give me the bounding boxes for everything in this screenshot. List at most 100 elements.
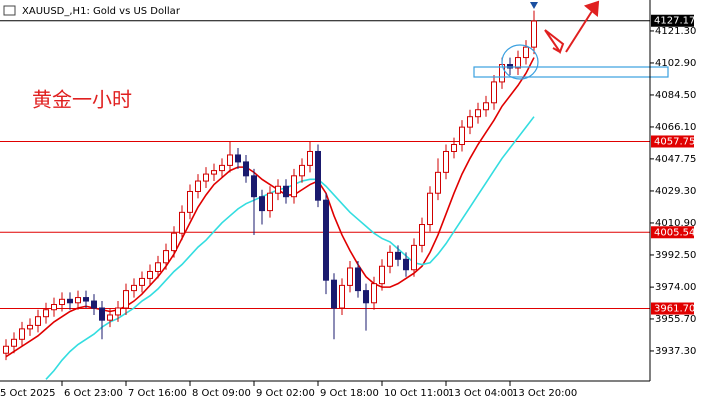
candle-body [427, 192, 433, 226]
candle-body [131, 284, 137, 292]
candle-body [331, 279, 337, 309]
candle-body [11, 338, 17, 347]
candle-body [59, 298, 65, 306]
arrow-up [565, 0, 600, 53]
candle-body [515, 57, 521, 69]
candle-body [251, 175, 257, 198]
chart-title: XAUUSD_,H1: Gold vs US Dollar [22, 6, 181, 17]
x-tick-label: 10 Oct 11:00 [384, 388, 449, 399]
candle-body [115, 307, 121, 316]
candle-body [291, 175, 297, 198]
candle-body [315, 150, 321, 201]
level-label-box [651, 226, 694, 239]
candle-body [195, 180, 201, 192]
candle-body [179, 211, 185, 234]
candle-body [147, 270, 153, 279]
candle-body [475, 109, 481, 118]
level-label: 4057.75 [654, 136, 695, 147]
x-tick-label: 9 Oct 18:00 [320, 388, 379, 399]
candle-body [227, 154, 233, 166]
candle-body [379, 265, 385, 285]
y-tick-label: 4047.75 [655, 154, 696, 165]
y-tick-label: 4029.30 [655, 186, 696, 197]
candle-body [419, 224, 425, 246]
candle-body [307, 150, 313, 166]
x-tick-label: 13 Oct 04:00 [448, 388, 513, 399]
candle-body [483, 102, 489, 111]
x-tick-label: 5 Oct 2025 [0, 388, 55, 399]
candle-body [371, 283, 377, 304]
candle-body [43, 309, 49, 318]
candle-body [403, 258, 409, 271]
candle-body [139, 277, 145, 286]
x-tick-label: 6 Oct 23:00 [64, 388, 123, 399]
candle-body [163, 250, 169, 264]
candle-body [35, 316, 41, 326]
level-label-box [651, 135, 694, 148]
plot-area [0, 10, 650, 380]
y-tick-label: 3955.70 [655, 314, 696, 325]
candle-body [51, 304, 57, 311]
candle-body [355, 267, 361, 292]
candle-body [203, 173, 209, 182]
highlight-ellipse [501, 44, 539, 80]
candle-body [243, 161, 249, 177]
level-label: 4005.54 [654, 227, 695, 238]
candle-body [467, 116, 473, 128]
candle-body [27, 324, 33, 330]
level-label: 3961.70 [654, 304, 695, 315]
y-tick-label: 3937.30 [655, 346, 696, 357]
y-tick-label: 3974.00 [655, 282, 696, 293]
candle-body [235, 154, 241, 163]
candle-body [67, 298, 73, 304]
candle-body [83, 297, 89, 302]
candle-body [323, 199, 329, 281]
candle-body [123, 290, 129, 309]
arrow-down [544, 29, 565, 55]
candle-body [443, 150, 449, 173]
candle-body [275, 185, 281, 194]
candle-body [531, 20, 537, 48]
candle-body [91, 300, 97, 309]
candle-body [211, 170, 217, 175]
candle-body [75, 297, 81, 304]
candle-body [411, 244, 417, 271]
candle-body [459, 126, 465, 146]
y-tick-label: 4066.10 [655, 122, 696, 133]
candle-body [267, 192, 273, 212]
y-tick-label: 4121.30 [655, 26, 696, 37]
highlight-box [473, 66, 669, 78]
candle-body [283, 185, 289, 198]
x-tick-label: 9 Oct 02:00 [256, 388, 315, 399]
level-label-box [651, 302, 694, 315]
candle-body [387, 251, 393, 267]
candle-body [99, 307, 105, 321]
candle-body [339, 284, 345, 309]
y-tick-label: 4084.50 [655, 90, 696, 101]
candle-body [259, 196, 265, 212]
chart-icon [3, 5, 16, 16]
x-tick-label: 8 Oct 09:00 [192, 388, 251, 399]
candle-body [363, 290, 369, 304]
candle-body [171, 232, 177, 252]
annotation: 黄金一小时 [32, 88, 132, 112]
last-bar-marker [530, 2, 538, 9]
ma-line [45, 116, 535, 380]
candle-body [3, 345, 9, 354]
y-tick-label: 3992.50 [655, 250, 696, 261]
candle-body [187, 190, 193, 213]
candle-body [107, 314, 113, 321]
candle-body [219, 164, 225, 172]
x-tick-label: 7 Oct 16:00 [128, 388, 187, 399]
level-label: 4127.17 [654, 16, 695, 27]
y-tick-label: 4102.90 [655, 58, 696, 69]
candle-body [395, 251, 401, 260]
candle-body [523, 46, 529, 59]
y-tick-label: 4010.90 [655, 218, 696, 229]
level-label-box [651, 14, 694, 27]
candle-body [19, 328, 25, 340]
candle-body [347, 267, 353, 286]
candle-body [507, 64, 513, 69]
